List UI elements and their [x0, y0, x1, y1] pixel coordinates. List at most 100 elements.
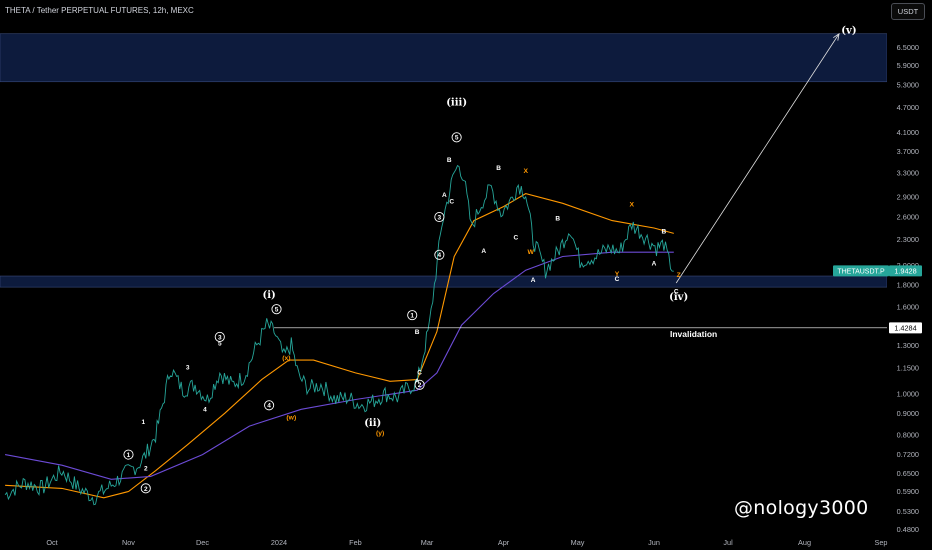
currency-button[interactable]: USDT [891, 3, 925, 20]
wave-label-minor: C [615, 276, 620, 283]
wave-label-minor: A [652, 261, 657, 268]
wave-label-correction: (y) [376, 430, 384, 437]
wave-annotations: (i)(ii)(iii)(iv)(v)123451234512345BCAABC… [123, 26, 857, 494]
price-tick-label: 5.3000 [897, 81, 919, 90]
time-tick-label: Dec [196, 538, 209, 547]
wave-label-minor: A [415, 378, 420, 385]
wave-label-circle [434, 249, 445, 260]
price-zones [0, 33, 888, 288]
wave-label-circled: 2 [144, 486, 148, 493]
wave-label-minor: 1 [141, 419, 145, 426]
invalidation-tag-bg [889, 322, 922, 334]
invalidation-label: Invalidation [670, 329, 717, 339]
wave-label-minor: 4 [203, 406, 207, 413]
wave-label-major: (iii) [446, 97, 467, 108]
wave-label-circled: 3 [438, 214, 442, 221]
price-tick-label: 2.9000 [897, 192, 919, 201]
time-tick-label: Nov [122, 538, 135, 547]
price-line [4, 164, 674, 506]
price-tags: THETAUSDT.P 1.9428 1.4284 [833, 265, 922, 334]
wave-label-circled: 4 [438, 252, 442, 259]
wave-label-minor: 3 [186, 365, 190, 372]
price-tick-label: 3.3000 [897, 168, 919, 177]
price-tick-label: 4.7000 [897, 103, 919, 112]
wave-label-circle [271, 304, 282, 315]
projection-line [675, 33, 840, 284]
wave-label-circle [214, 331, 225, 342]
price-tick-label: 3.7000 [897, 147, 919, 156]
wave-label-minor: 5 [218, 340, 222, 347]
wave-label-major: (v) [841, 26, 856, 37]
wave-label-minor: A [481, 248, 486, 255]
time-tick-label: Aug [798, 538, 811, 547]
wave-label-circle [434, 211, 445, 223]
wave-label-minor: B [496, 165, 501, 172]
price-tick-label: 5.9000 [897, 61, 919, 70]
wave-label-minor: A [442, 192, 447, 199]
author-watermark: @nology3000 [734, 497, 869, 519]
wave-label-minor: C [417, 370, 422, 377]
wave-label-circled: 3 [218, 334, 222, 341]
wave-label-major: (ii) [364, 418, 381, 429]
wave-label-circle [264, 400, 275, 411]
price-tick-label: 1.3000 [897, 341, 919, 350]
wave-label-minor: B [415, 329, 420, 336]
time-tick-label: Jul [723, 538, 733, 547]
symbol-tag-bg [833, 265, 889, 277]
price-tick-label: 0.6500 [897, 469, 919, 478]
wave-label-minor: C [449, 198, 454, 205]
wave-label-correction: X [523, 168, 528, 175]
invalidation-tag-label: 1.4284 [894, 323, 916, 332]
wave-label-minor: B [447, 157, 452, 164]
wave-label-circled: 1 [127, 452, 131, 459]
time-tick-label: Sep [875, 538, 888, 547]
wave-label-correction: (w) [286, 415, 296, 422]
price-tick-label: 1.8000 [897, 281, 919, 290]
symbol-tag-label: THETAUSDT.P [837, 269, 885, 276]
price-tick-label: 1.1500 [897, 363, 919, 372]
time-tick-label: 2024 [271, 538, 287, 547]
price-tick-label: 6.5000 [897, 43, 919, 52]
projection-arrowhead [833, 32, 840, 41]
time-axis[interactable]: Oct Nov Dec 2024 Feb Mar Apr May Jun Jul Aug Sep [46, 538, 887, 547]
wave-label-major: (iv) [669, 292, 688, 303]
wave-label-minor: A [531, 277, 536, 284]
wave-label-correction: X [630, 202, 635, 209]
price-zone [0, 275, 888, 288]
time-tick-label: Apr [498, 538, 510, 547]
price-tick-label: 1.0000 [897, 389, 919, 398]
wave-label-correction: W [527, 249, 534, 256]
price-tick-label: 2.3000 [897, 235, 919, 244]
current-price-tag-label: 1.9428 [894, 267, 916, 276]
wave-label-circle [140, 483, 151, 494]
wave-label-circled: 4 [267, 403, 271, 410]
price-tick-label: 4.1000 [897, 128, 919, 137]
price-zone [0, 33, 888, 83]
time-tick-label: Feb [349, 538, 362, 547]
time-tick-label: Oct [46, 538, 57, 547]
price-tick-label: 0.4800 [897, 525, 919, 534]
wave-label-minor: B [662, 228, 667, 235]
wave-label-minor: C [513, 235, 518, 242]
wave-label-correction: (x) [282, 355, 290, 362]
wave-label-circle [407, 310, 418, 321]
price-axis[interactable]: 6.5000 5.9000 5.3000 4.7000 4.1000 3.7000 3.30… [887, 0, 932, 550]
wave-label-correction: Y [615, 271, 620, 278]
price-series [4, 164, 674, 506]
price-tick-label: 2.6000 [897, 213, 919, 222]
moving-average-line [5, 193, 674, 499]
wave-label-circled: 5 [275, 307, 279, 314]
wave-label-circle [123, 449, 134, 460]
price-tick-label: 0.5900 [897, 487, 919, 496]
current-price-tag-bg [889, 265, 922, 277]
wave-projection [675, 32, 840, 284]
time-tick-label: Mar [421, 538, 434, 547]
price-tick-label: 0.7200 [897, 450, 919, 459]
price-tick-label: 1.6000 [897, 302, 919, 311]
price-tick-label: 0.9000 [897, 409, 919, 418]
chart-title: THETA / Tether PERPETUAL FUTURES, 12h, M… [5, 6, 194, 15]
wave-label-minor: 2 [144, 466, 148, 473]
price-tick-label: 0.5300 [897, 507, 919, 516]
wave-label-minor: B [555, 216, 560, 223]
